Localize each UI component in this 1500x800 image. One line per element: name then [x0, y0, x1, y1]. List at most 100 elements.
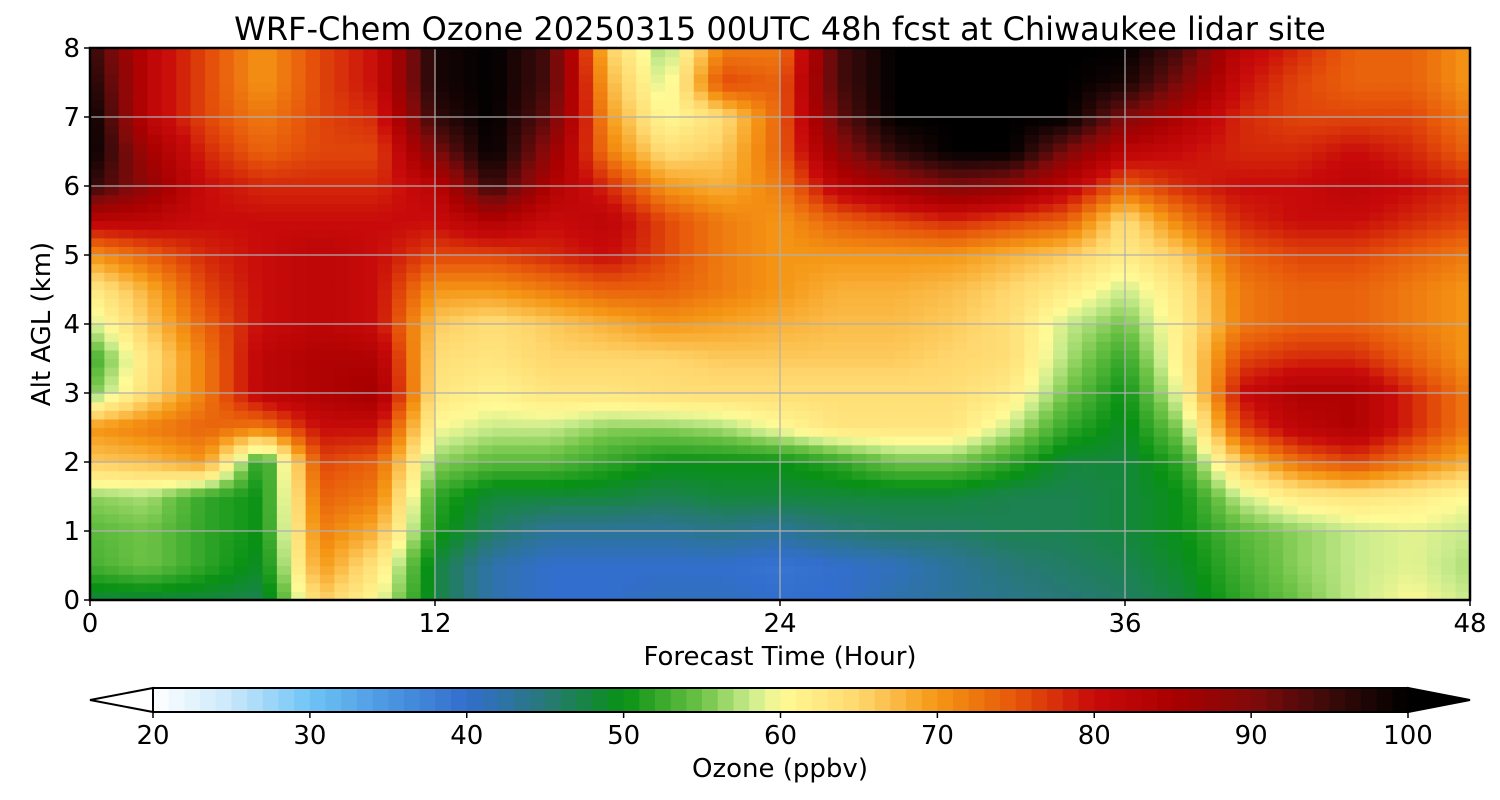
- heatmap-cell: [1010, 151, 1025, 161]
- heatmap-cell: [1110, 496, 1126, 506]
- heatmap-cell: [406, 324, 422, 334]
- heatmap-cell: [320, 548, 335, 558]
- heatmap-cell: [449, 496, 465, 506]
- heatmap-cell: [938, 211, 954, 222]
- heatmap-cell: [391, 349, 407, 360]
- heatmap-cell: [708, 522, 724, 532]
- heatmap-cell: [1196, 384, 1212, 394]
- heatmap-cell: [923, 315, 939, 325]
- heatmap-cell: [981, 341, 997, 351]
- heatmap-cell: [478, 384, 494, 394]
- heatmap-cell: [665, 582, 680, 592]
- heatmap-cell: [1125, 574, 1140, 584]
- heatmap-cell: [1168, 177, 1184, 187]
- heatmap-cell: [1311, 470, 1327, 480]
- heatmap-cell: [1398, 367, 1414, 377]
- heatmap-cell: [1283, 289, 1299, 299]
- heatmap-cell: [363, 306, 379, 316]
- heatmap-cell: [262, 462, 278, 472]
- heatmap-cell: [1441, 444, 1457, 454]
- heatmap-cell: [1139, 177, 1155, 187]
- heatmap-cell: [708, 453, 724, 463]
- heatmap-cell: [966, 280, 982, 291]
- heatmap-cell: [1311, 462, 1327, 472]
- heatmap-cell: [880, 401, 896, 411]
- heatmap-cell: [722, 211, 738, 222]
- heatmap-cell: [765, 272, 781, 282]
- heatmap-cell: [190, 418, 206, 429]
- heatmap-cell: [1383, 487, 1399, 498]
- heatmap-cell: [1024, 401, 1040, 411]
- heatmap-cell: [1139, 496, 1155, 506]
- heatmap-cell: [909, 539, 925, 549]
- heatmap-cell: [1096, 177, 1112, 187]
- heatmap-cell: [621, 349, 637, 360]
- heatmap-cell: [276, 513, 292, 523]
- heatmap-cell: [636, 401, 652, 411]
- heatmap-cell: [679, 220, 695, 230]
- heatmap-cell: [1283, 246, 1299, 256]
- heatmap-cell: [320, 229, 335, 239]
- heatmap-cell: [909, 410, 925, 420]
- heatmap-cell: [938, 418, 954, 429]
- heatmap-cell: [363, 505, 379, 515]
- heatmap-cell: [823, 522, 839, 532]
- heatmap-cell: [1383, 306, 1399, 316]
- heatmap-cell: [420, 237, 436, 247]
- heatmap-cell: [104, 479, 120, 489]
- heatmap-cell: [348, 194, 364, 204]
- heatmap-cell: [564, 289, 580, 299]
- heatmap-cell: [176, 470, 192, 480]
- heatmap-cell: [535, 401, 551, 411]
- heatmap-cell: [406, 410, 422, 420]
- heatmap-cell: [478, 255, 494, 265]
- heatmap-cell: [1225, 168, 1241, 178]
- heatmap-cell: [348, 367, 364, 377]
- heatmap-cell: [205, 280, 220, 291]
- heatmap-cell: [966, 255, 982, 265]
- heatmap-cell: [1240, 203, 1255, 213]
- heatmap-cell: [1441, 272, 1457, 282]
- heatmap-cell: [1081, 401, 1097, 411]
- heatmap-cell: [391, 591, 407, 600]
- heatmap-cell: [952, 237, 968, 247]
- heatmap-cell: [1240, 410, 1255, 420]
- heatmap-cell: [1355, 479, 1370, 489]
- heatmap-cell: [823, 341, 839, 351]
- heatmap-cell: [1326, 186, 1342, 196]
- heatmap-cell: [794, 246, 810, 256]
- heatmap-cell: [1326, 324, 1342, 334]
- heatmap-cell: [535, 539, 551, 549]
- heatmap-cell: [722, 574, 738, 584]
- heatmap-cell: [435, 582, 450, 592]
- heatmap-cell: [176, 410, 192, 420]
- heatmap-cell: [1268, 393, 1284, 403]
- heatmap-cell: [866, 427, 882, 437]
- heatmap-cell: [1225, 263, 1241, 273]
- heatmap-cell: [1139, 229, 1155, 239]
- heatmap-cell: [118, 324, 134, 334]
- heatmap-cell: [621, 324, 637, 334]
- heatmap-cell: [1283, 229, 1299, 239]
- heatmap-cell: [1010, 203, 1025, 213]
- heatmap-cell: [1096, 539, 1112, 549]
- heatmap-cell: [1010, 522, 1025, 532]
- heatmap-cell: [1369, 194, 1385, 204]
- heatmap-cell: [377, 280, 393, 291]
- heatmap-cell: [794, 574, 810, 584]
- heatmap-cell: [291, 280, 307, 291]
- heatmap-cell: [880, 289, 896, 299]
- heatmap-cell: [1441, 565, 1457, 575]
- heatmap-cell: [851, 289, 867, 299]
- heatmap-cell: [1196, 444, 1212, 454]
- heatmap-cell: [1110, 470, 1126, 480]
- heatmap-cell: [665, 349, 680, 360]
- heatmap-cell: [665, 556, 680, 567]
- heatmap-cell: [1383, 246, 1399, 256]
- heatmap-cell: [1355, 315, 1370, 325]
- heatmap-cell: [334, 513, 350, 523]
- heatmap-cell: [190, 410, 206, 420]
- heatmap-cell: [693, 574, 709, 584]
- heatmap-cell: [722, 410, 738, 420]
- heatmap-cell: [262, 168, 278, 178]
